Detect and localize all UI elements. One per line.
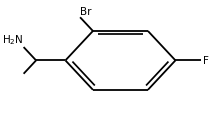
Text: F: F bbox=[203, 56, 209, 66]
Text: Br: Br bbox=[80, 7, 92, 17]
Text: H$_2$N: H$_2$N bbox=[2, 33, 24, 47]
